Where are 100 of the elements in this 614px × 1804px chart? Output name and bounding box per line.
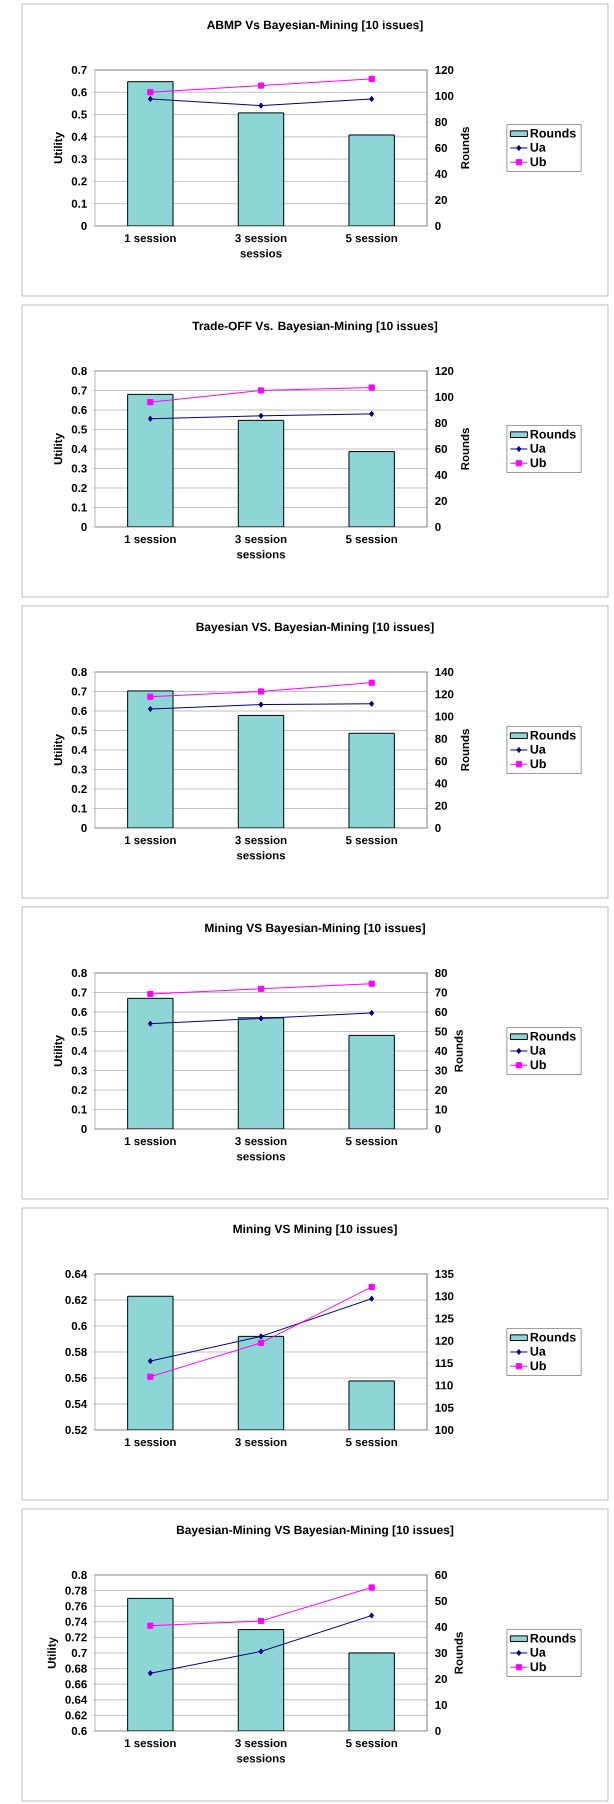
y2-axis-title: Rounds — [460, 127, 470, 169]
y2-tick-label: 40 — [434, 169, 448, 179]
y-tick-label: 0.6 — [71, 1321, 87, 1331]
y-tick-label: 0 — [81, 1124, 87, 1134]
point — [258, 1648, 264, 1655]
legend-label: Ua — [530, 1647, 546, 1657]
point — [368, 1283, 375, 1291]
point — [257, 1617, 265, 1625]
y-tick-label: 0.7 — [71, 1648, 87, 1658]
y2-tick-label: 50 — [435, 1596, 448, 1606]
legend-label: Ub — [530, 1059, 546, 1070]
y2-tick-label: 20 — [435, 1085, 448, 1095]
y-tick-label: 0.6 — [71, 706, 87, 716]
x-tick-label: 1 session — [124, 1738, 176, 1748]
y2-tick-label: 0 — [435, 823, 441, 833]
y2-tick-label: 0 — [435, 1124, 441, 1134]
y-tick-label: 0.6 — [71, 405, 87, 415]
point — [147, 95, 153, 103]
point — [147, 990, 154, 998]
y-tick-label: 0.3 — [71, 464, 87, 473]
y2-tick-label: 0 — [435, 522, 441, 532]
y2-tick-label: 120 — [435, 690, 454, 699]
y2-tick-label: 50 — [435, 1027, 448, 1036]
y-tick-label: 0.78 — [65, 1586, 87, 1595]
y2-tick-label: 20 — [435, 496, 448, 506]
y2-tick-label: 40 — [434, 470, 448, 480]
point — [147, 415, 153, 422]
y-tick-label: 0.5 — [71, 1027, 87, 1036]
y-tick-label: 0.2 — [71, 784, 87, 794]
bar — [348, 1034, 395, 1129]
x-tick-label: 3 session — [235, 835, 287, 845]
y2-tick-label: 60 — [435, 1007, 448, 1017]
y2-tick-label: 40 — [434, 1046, 448, 1056]
chart-title: Trade-OFF Vs. Bayesian-Mining [10 issues] — [192, 321, 438, 333]
y2-axis-title: Rounds — [460, 729, 470, 771]
y2-axis-title: Rounds — [454, 1632, 463, 1674]
y2-tick-label: 60 — [435, 143, 448, 153]
legend-label: Ub — [530, 1661, 546, 1672]
point — [368, 980, 375, 987]
point — [147, 1670, 153, 1677]
y2-tick-label: 110 — [435, 1381, 453, 1390]
x-tick-label: 1 session — [124, 1136, 176, 1146]
y2-tick-label: 130 — [435, 1292, 454, 1301]
y-tick-label: 0.64 — [65, 1695, 88, 1704]
point — [368, 679, 375, 686]
y-tick-label: 0.62 — [65, 1295, 87, 1305]
point — [369, 1009, 375, 1017]
y2-axis-title: Rounds — [460, 428, 470, 470]
point — [147, 1373, 154, 1380]
x-axis-title: sessions — [236, 1754, 286, 1763]
y2-tick-label: 30 — [435, 1066, 448, 1075]
y2-tick-label: 80 — [435, 734, 448, 743]
legend-label: Rounds — [530, 1031, 576, 1041]
y2-tick-label: 60 — [435, 444, 448, 454]
point — [369, 1295, 375, 1302]
y2-tick-label: 0 — [435, 221, 441, 231]
point — [147, 693, 154, 700]
y-tick-label: 0.8 — [71, 667, 87, 677]
point — [257, 688, 265, 695]
x-tick-label: 3 session — [235, 1136, 287, 1146]
legend-label: Rounds — [530, 730, 576, 740]
y-tick-label: 0.68 — [65, 1664, 87, 1673]
y-tick-label: 0.6 — [71, 1726, 87, 1736]
y2-tick-label: 80 — [435, 117, 448, 127]
y-axis-title: Utility — [53, 734, 65, 766]
y2-tick-label: 20 — [435, 195, 448, 205]
y-tick-label: 0.58 — [65, 1347, 87, 1357]
point — [147, 1020, 153, 1027]
legend-label: Ua — [530, 142, 546, 152]
point — [257, 387, 265, 394]
legend-label: Rounds — [530, 128, 576, 138]
y2-tick-label: 125 — [435, 1314, 454, 1323]
y-tick-label: 0.7 — [71, 988, 87, 997]
chart-title: Bayesian-Mining VS Bayesian-Mining [10 issues] — [176, 1525, 454, 1537]
bar — [237, 1017, 285, 1129]
bar — [127, 81, 174, 226]
y-tick-label: 0.7 — [71, 65, 87, 75]
y-tick-label: 0.5 — [71, 425, 87, 434]
point — [258, 1015, 264, 1022]
bar — [127, 1597, 174, 1731]
y-tick-label: 0.3 — [71, 1066, 87, 1075]
y-tick-label: 0.6 — [71, 88, 87, 97]
y-tick-label: 0.54 — [65, 1399, 88, 1409]
y2-tick-label: 20 — [435, 1674, 448, 1684]
x-tick-label: 3 session — [235, 1437, 287, 1447]
x-axis-title: sessios — [240, 249, 282, 258]
y2-tick-label: 80 — [435, 418, 448, 428]
point — [369, 1612, 375, 1619]
y-axis-title: Utility — [53, 132, 65, 164]
point — [257, 1339, 265, 1346]
chart-title: ABMP Vs Bayesian-Mining [10 issues] — [207, 20, 423, 32]
y2-tick-label: 100 — [435, 392, 454, 402]
y2-tick-label: 60 — [435, 757, 448, 766]
bar — [348, 1652, 395, 1731]
y-tick-label: 0.7 — [71, 687, 87, 696]
y-tick-label: 0.1 — [71, 503, 87, 512]
x-tick-label: 1 session — [124, 835, 176, 845]
point — [369, 95, 375, 103]
x-tick-label: 5 session — [345, 835, 398, 845]
point — [257, 985, 265, 992]
